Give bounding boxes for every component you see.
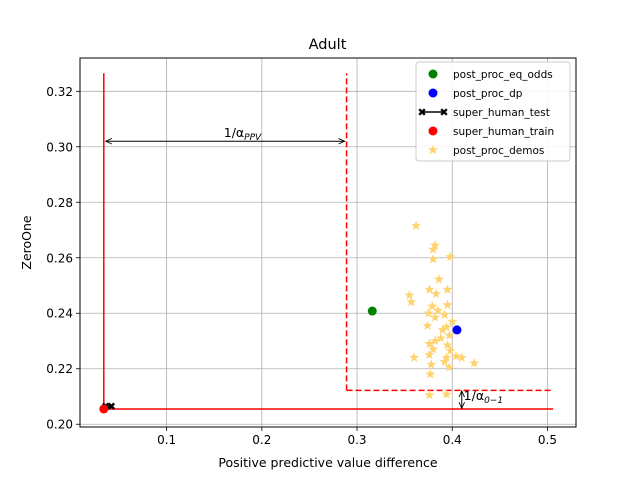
annotations: 1/αPPV 1/α0−1 bbox=[106, 125, 503, 409]
data-point-star bbox=[442, 339, 453, 350]
data-point-star bbox=[444, 362, 455, 372]
grid bbox=[80, 58, 576, 427]
data-point-star bbox=[406, 296, 417, 307]
data-point-x bbox=[107, 402, 116, 410]
x-tick-label: 0.4 bbox=[443, 433, 462, 447]
plot-area-frame bbox=[79, 57, 577, 428]
legend-marker-x bbox=[440, 108, 448, 116]
x-tick-label: 0.1 bbox=[157, 433, 176, 447]
data-point-star bbox=[404, 290, 415, 300]
y-tick-label: 0.22 bbox=[46, 362, 73, 376]
legend-label: post_proc_dp bbox=[453, 88, 523, 100]
y-axis-ticks: 0.20 0.22 0.24 0.26 0.28 0.30 0.32 bbox=[46, 85, 80, 432]
y-tick-label: 0.32 bbox=[46, 85, 73, 99]
data-point-star bbox=[433, 274, 444, 284]
legend-label: post_proc_eq_odds bbox=[453, 69, 553, 81]
annotation-label: 1/αPPV bbox=[224, 125, 262, 143]
legend-marker bbox=[428, 126, 438, 136]
y-tick-label: 0.28 bbox=[46, 196, 73, 210]
data-point-star bbox=[456, 352, 467, 362]
legend-entry: super_human_test bbox=[418, 107, 550, 119]
data-point-star bbox=[428, 253, 439, 264]
legend-box bbox=[415, 61, 571, 162]
data-point-star bbox=[444, 330, 455, 340]
legend-marker-star bbox=[428, 144, 438, 155]
series-post-proc-demos bbox=[404, 220, 480, 400]
data-point-star bbox=[425, 369, 436, 379]
data-point-star bbox=[430, 312, 441, 322]
legend-label: post_proc_demos bbox=[453, 145, 544, 157]
y-axis-label: ZeroOne bbox=[19, 215, 34, 270]
data-point-star bbox=[441, 321, 452, 332]
data-point-star bbox=[447, 316, 458, 326]
data-point-star bbox=[430, 335, 441, 346]
data-point-star bbox=[409, 352, 420, 362]
data-point-star bbox=[431, 288, 441, 299]
data-point-star bbox=[427, 301, 438, 311]
data-point-star bbox=[445, 251, 456, 262]
data-point-star bbox=[424, 284, 435, 294]
series-post-proc-dp bbox=[452, 325, 462, 335]
data-point-star bbox=[441, 352, 452, 362]
data-point-star bbox=[442, 284, 453, 294]
data-point-star bbox=[411, 220, 422, 231]
data-point-star bbox=[437, 324, 448, 335]
data-points bbox=[99, 220, 480, 414]
series-super-human-train bbox=[99, 404, 109, 414]
x-tick-label: 0.2 bbox=[252, 433, 271, 447]
legend: post_proc_eq_odds post_proc_dp super_human… bbox=[415, 61, 571, 162]
chart-title: Adult bbox=[309, 37, 347, 53]
data-point-star bbox=[430, 240, 441, 250]
data-point bbox=[452, 325, 462, 335]
y-tick-label: 0.26 bbox=[46, 251, 73, 265]
x-tick-label: 0.3 bbox=[347, 433, 366, 447]
legend-marker-x bbox=[418, 108, 426, 116]
legend-entry: post_proc_eq_odds bbox=[428, 69, 553, 81]
data-point-star bbox=[445, 345, 456, 355]
data-point-star bbox=[424, 349, 435, 360]
data-point-star bbox=[439, 356, 450, 367]
data-point-star bbox=[469, 357, 480, 368]
data-point-star bbox=[428, 344, 439, 354]
data-point-star bbox=[428, 244, 439, 254]
y-tick-label: 0.20 bbox=[46, 418, 73, 432]
legend-entry: super_human_train bbox=[428, 126, 554, 138]
y-tick-label: 0.24 bbox=[46, 307, 73, 321]
legend-entry: post_proc_dp bbox=[428, 88, 523, 100]
data-point-star bbox=[423, 308, 434, 318]
reference-lines bbox=[103, 73, 554, 410]
data-point-star bbox=[435, 333, 446, 343]
data-point-star bbox=[424, 338, 435, 348]
data-point-star bbox=[451, 351, 461, 361]
y-tick-label: 0.30 bbox=[46, 140, 73, 154]
data-point-star bbox=[422, 320, 433, 330]
legend-label: super_human_test bbox=[453, 107, 550, 119]
data-point-star bbox=[442, 299, 453, 310]
legend-label: super_human_train bbox=[453, 126, 554, 138]
annotation-label: 1/α0−1 bbox=[464, 388, 503, 406]
x-tick-label: 0.5 bbox=[538, 433, 557, 447]
data-point-star bbox=[424, 389, 435, 400]
series-post-proc-eq-odds bbox=[367, 306, 377, 316]
data-point-star bbox=[426, 359, 437, 369]
data-point-star bbox=[433, 305, 443, 315]
legend-entry: post_proc_demos bbox=[428, 144, 544, 157]
data-point bbox=[99, 404, 109, 414]
x-axis-label: Positive predictive value difference bbox=[218, 455, 438, 470]
data-point-star bbox=[439, 309, 450, 319]
legend-marker bbox=[428, 88, 438, 98]
x-axis-ticks: 0.1 0.2 0.3 0.4 0.5 bbox=[157, 427, 557, 447]
data-point bbox=[367, 306, 377, 316]
legend-marker bbox=[428, 69, 438, 79]
data-point-star bbox=[441, 389, 452, 399]
